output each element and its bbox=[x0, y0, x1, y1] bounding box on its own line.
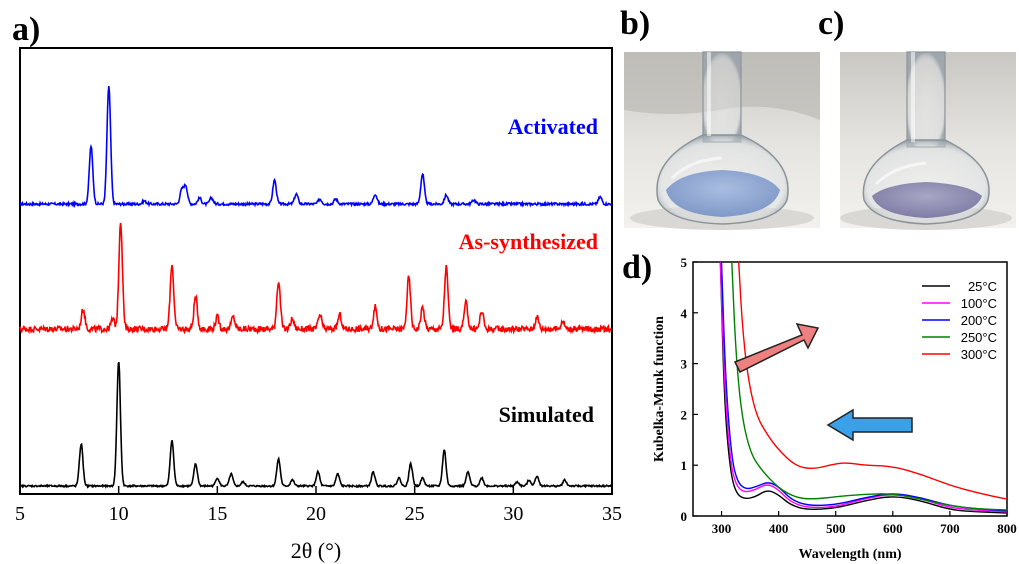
xrd-x-tick-label: 15 bbox=[207, 503, 227, 525]
km-y-tick-label: 1 bbox=[681, 458, 688, 473]
km-x-tick-label: 800 bbox=[997, 521, 1017, 536]
arrow-up-right bbox=[733, 322, 820, 374]
km-y-tick-label: 2 bbox=[681, 407, 688, 422]
legend-label: 300°C bbox=[961, 347, 997, 362]
xrd-x-tick-label: 35 bbox=[602, 503, 622, 525]
km-plot-frame bbox=[692, 261, 1008, 517]
xrd-x-tick-label: 25 bbox=[405, 503, 425, 525]
xrd-series-as-synthesized bbox=[19, 222, 613, 335]
xrd-chart: 5 10 15 20 25 30 35 2θ (°) Activated As-synthe… bbox=[15, 47, 622, 563]
legend-label: 100°C bbox=[961, 296, 997, 311]
km-chart: 300 400 500 600 700 800 0 1 2 3 4 5 Kubelka-Munk fu… bbox=[652, 255, 1017, 562]
km-x-tick-label: 400 bbox=[769, 521, 789, 536]
km-y-tick-label: 3 bbox=[681, 357, 688, 372]
photo-c bbox=[840, 51, 1016, 230]
xrd-x-tick-label: 10 bbox=[109, 503, 129, 525]
panel-letter-d: d) bbox=[622, 249, 652, 286]
arrow-left bbox=[826, 408, 913, 442]
panel-letter-b: b) bbox=[620, 5, 650, 42]
km-x-axis-title: Wavelength (nm) bbox=[798, 547, 901, 562]
photo-b bbox=[624, 51, 820, 230]
panel-letter-a: a) bbox=[12, 11, 40, 48]
legend-label: 250°C bbox=[961, 330, 997, 345]
panel-letter-c: c) bbox=[818, 5, 844, 42]
km-y-axis-title: Kubelka-Munk function bbox=[652, 316, 667, 462]
km-y-tick-label: 4 bbox=[681, 306, 688, 321]
series-label-as-synthesized: As-synthesized bbox=[459, 229, 598, 254]
km-series-group bbox=[719, 261, 1008, 514]
km-y-tick-label: 0 bbox=[681, 509, 688, 524]
xrd-x-tick-label: 30 bbox=[503, 503, 523, 525]
series-label-simulated: Simulated bbox=[499, 402, 594, 427]
xrd-x-tick-label: 20 bbox=[306, 503, 326, 525]
xrd-x-axis-title: 2θ (°) bbox=[291, 538, 342, 563]
km-series-line bbox=[720, 261, 1008, 512]
km-legend: 25°C 100°C 200°C 250°C 300°C bbox=[922, 279, 997, 362]
km-series-line bbox=[731, 261, 1008, 511]
legend-label: 200°C bbox=[961, 313, 997, 328]
km-x-tick-label: 500 bbox=[826, 521, 846, 536]
xrd-series-group bbox=[19, 86, 613, 489]
xrd-series-activated bbox=[19, 86, 612, 209]
km-x-tick-label: 300 bbox=[712, 521, 732, 536]
xrd-series-simulated bbox=[19, 361, 613, 489]
series-label-activated: Activated bbox=[508, 114, 598, 139]
xrd-x-ticks bbox=[19, 486, 613, 494]
legend-label: 25°C bbox=[968, 279, 997, 294]
km-x-tick-label: 600 bbox=[883, 521, 903, 536]
km-y-tick-label: 5 bbox=[681, 255, 688, 270]
km-series-line bbox=[738, 261, 1008, 500]
xrd-x-tick-labels: 5 10 15 20 25 30 35 bbox=[15, 503, 622, 525]
km-x-tick-label: 700 bbox=[940, 521, 960, 536]
xrd-x-tick-label: 5 bbox=[15, 503, 25, 525]
km-series-line bbox=[719, 261, 1008, 514]
km-tick-labels: 300 400 500 600 700 800 0 1 2 3 4 5 bbox=[681, 255, 1017, 536]
